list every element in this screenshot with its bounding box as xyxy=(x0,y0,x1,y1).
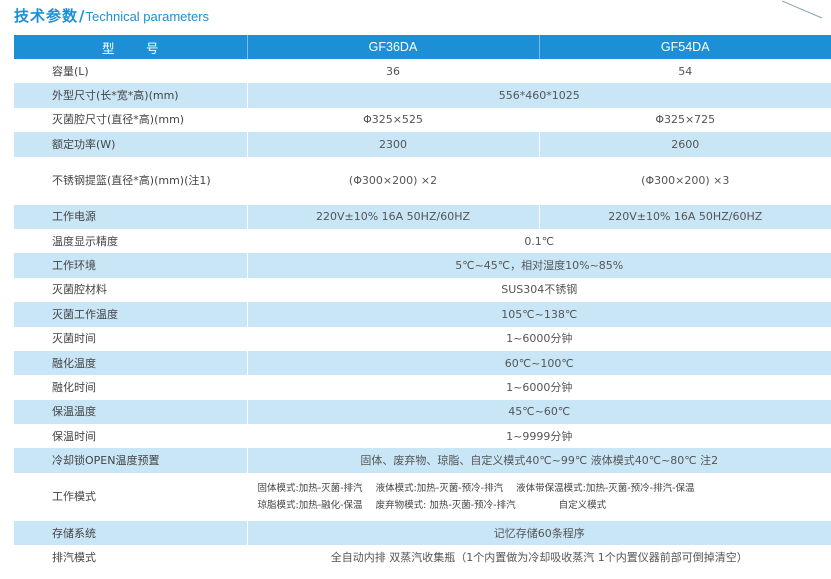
row-label: 额定功率(W) xyxy=(14,132,248,157)
table-header-row: 型 号 GF36DA GF54DA xyxy=(14,35,831,59)
row-label: 容量(L) xyxy=(14,59,248,84)
table-row-steril-time: 灭菌时间 1~6000分钟 xyxy=(14,326,831,351)
row-label: 融化温度 xyxy=(14,350,248,376)
cell-shared: 全自动内排 双蒸汽收集瓶（1个内置做为冷却吸收蒸汽 1个内置仪器前部可倒掉清空） xyxy=(330,550,748,564)
row-label: 存储系统 xyxy=(14,520,248,546)
mode-agar: 琼脂模式:加热-融化-保温 xyxy=(257,499,363,511)
row-label: 排汽模式 xyxy=(14,545,248,570)
table-row-warm-temp: 保温温度 45℃~60℃ xyxy=(14,399,831,425)
row-label: 不锈钢提篮(直径*高)(mm)(注1) xyxy=(14,156,248,205)
work-mode-line-2: 琼脂模式:加热-融化-保温 废弃物模式: 加热-灭菌-预冷-排汽 自定义模式 xyxy=(248,497,831,514)
heading-chinese: 技术参数 xyxy=(14,7,79,25)
cell-shared: 1~6000分钟 xyxy=(506,332,573,346)
mode-liquid-warm: 液体带保温模式:加热-灭菌-预冷-排汽-保温 xyxy=(516,482,695,494)
mode-liquid: 液体模式:加热-灭菌-预冷-排汽 xyxy=(375,482,504,494)
row-label: 温度显示精度 xyxy=(14,228,248,254)
table-row-power: 额定功率(W) 2300 2600 xyxy=(14,132,831,157)
cell-shared: 45℃~60℃ xyxy=(247,399,831,425)
mode-custom: 自定义模式 xyxy=(558,499,607,511)
cell-shared: 1~6000分钟 xyxy=(506,380,573,394)
cell-model-a: Φ325×525 xyxy=(247,107,540,133)
cell-shared: 105℃~138℃ xyxy=(247,302,831,327)
row-label: 保温时间 xyxy=(14,424,248,449)
cell-shared: 1~9999分钟 xyxy=(506,429,573,443)
table-row-melt-time: 融化时间 1~6000分钟 xyxy=(14,375,831,400)
table-row-steril-temp: 灭菌工作温度 105℃~138℃ xyxy=(14,302,831,327)
heading-english: Technical parameters xyxy=(85,9,210,24)
table-row-work-mode: 工作模式 固体模式:加热-灭菌-排汽 液体模式:加热-灭菌-预冷-排汽 液体带保… xyxy=(14,472,831,521)
mode-waste: 废弃物模式: 加热-灭菌-预冷-排汽 xyxy=(375,499,516,511)
row-label: 工作电源 xyxy=(14,204,248,229)
work-mode-line-1: 固体模式:加热-灭菌-排汽 液体模式:加热-灭菌-预冷-排汽 液体带保温模式:加… xyxy=(248,480,831,497)
table-row-dimensions: 外型尺寸(长*宽*高)(mm) 556*460*1025 xyxy=(14,83,831,108)
cell-model-b: 220V±10% 16A 50HZ/60HZ xyxy=(539,204,831,229)
table-row-material: 灭菌腔材料 SUS304不锈钢 xyxy=(14,277,831,303)
cell-model-b: Φ325×725 xyxy=(655,113,716,127)
cell-model-a: 220V±10% 16A 50HZ/60HZ xyxy=(247,204,540,229)
row-label: 灭菌腔材料 xyxy=(14,277,248,303)
cell-shared: SUS304不锈钢 xyxy=(501,283,578,297)
row-label: 外型尺寸(长*宽*高)(mm) xyxy=(14,83,248,108)
table-row-chamber: 灭菌腔尺寸(直径*高)(mm) Φ325×525 Φ325×725 xyxy=(14,107,831,133)
cell-shared: 5℃~45℃，相对湿度10%~85% xyxy=(247,253,831,278)
table-row-temp-precision: 温度显示精度 0.1℃ xyxy=(14,228,831,254)
row-label: 工作模式 xyxy=(14,472,248,521)
cell-model-a: (Φ300×200) ×2 xyxy=(247,156,540,205)
decorative-corner-line xyxy=(782,0,823,19)
cell-shared: 固体、废弃物、琼脂、自定义模式40℃~99℃ 液体模式40℃~80℃ 注2 xyxy=(247,448,831,473)
section-heading: 技术参数 / Technical parameters xyxy=(14,5,209,27)
table-row-exhaust: 排汽模式 全自动内排 双蒸汽收集瓶（1个内置做为冷却吸收蒸汽 1个内置仪器前部可… xyxy=(14,545,831,570)
mode-solid: 固体模式:加热-灭菌-排汽 xyxy=(257,482,363,494)
model-a-header: GF36DA xyxy=(247,35,540,59)
cell-shared: 0.1℃ xyxy=(524,234,555,248)
row-label: 保温温度 xyxy=(14,399,248,425)
table-row-basket: 不锈钢提篮(直径*高)(mm)(注1) (Φ300×200) ×2 (Φ300×… xyxy=(14,156,831,205)
heading-slash: / xyxy=(79,7,85,25)
table-row-warm-time: 保温时间 1~9999分钟 xyxy=(14,424,831,449)
model-header: 型 号 xyxy=(14,35,248,59)
cell-model-b: 2600 xyxy=(539,132,831,157)
row-label: 灭菌时间 xyxy=(14,326,248,351)
table-row-cool-lock: 冷却锁OPEN温度预置 固体、废弃物、琼脂、自定义模式40℃~99℃ 液体模式4… xyxy=(14,448,831,473)
cell-model-a: 36 xyxy=(247,59,540,84)
table-row-storage: 存储系统 记忆存储60条程序 xyxy=(14,520,831,546)
row-label: 工作环境 xyxy=(14,253,248,278)
table-row-capacity: 容量(L) 36 54 xyxy=(14,59,831,84)
row-label: 灭菌工作温度 xyxy=(14,302,248,327)
table-row-melt-temp: 融化温度 60℃~100℃ xyxy=(14,350,831,376)
cell-shared: 60℃~100℃ xyxy=(247,350,831,376)
cell-work-modes: 固体模式:加热-灭菌-排汽 液体模式:加热-灭菌-预冷-排汽 液体带保温模式:加… xyxy=(247,473,831,521)
row-label: 冷却锁OPEN温度预置 xyxy=(14,448,248,473)
cell-model-a: 2300 xyxy=(247,132,540,157)
cell-shared: 记忆存储60条程序 xyxy=(247,520,831,546)
row-label: 融化时间 xyxy=(14,375,248,400)
cell-model-b: 54 xyxy=(678,64,693,78)
model-b-header: GF54DA xyxy=(539,35,831,59)
cell-model-b: (Φ300×200) ×3 xyxy=(641,174,730,188)
table-row-supply: 工作电源 220V±10% 16A 50HZ/60HZ 220V±10% 16A… xyxy=(14,204,831,229)
cell-shared: 556*460*1025 xyxy=(247,83,831,108)
parameters-table: 型 号 GF36DA GF54DA 容量(L) 36 54 外型尺寸(长*宽*高… xyxy=(14,35,831,570)
row-label: 灭菌腔尺寸(直径*高)(mm) xyxy=(14,107,248,133)
table-row-environment: 工作环境 5℃~45℃，相对湿度10%~85% xyxy=(14,253,831,278)
